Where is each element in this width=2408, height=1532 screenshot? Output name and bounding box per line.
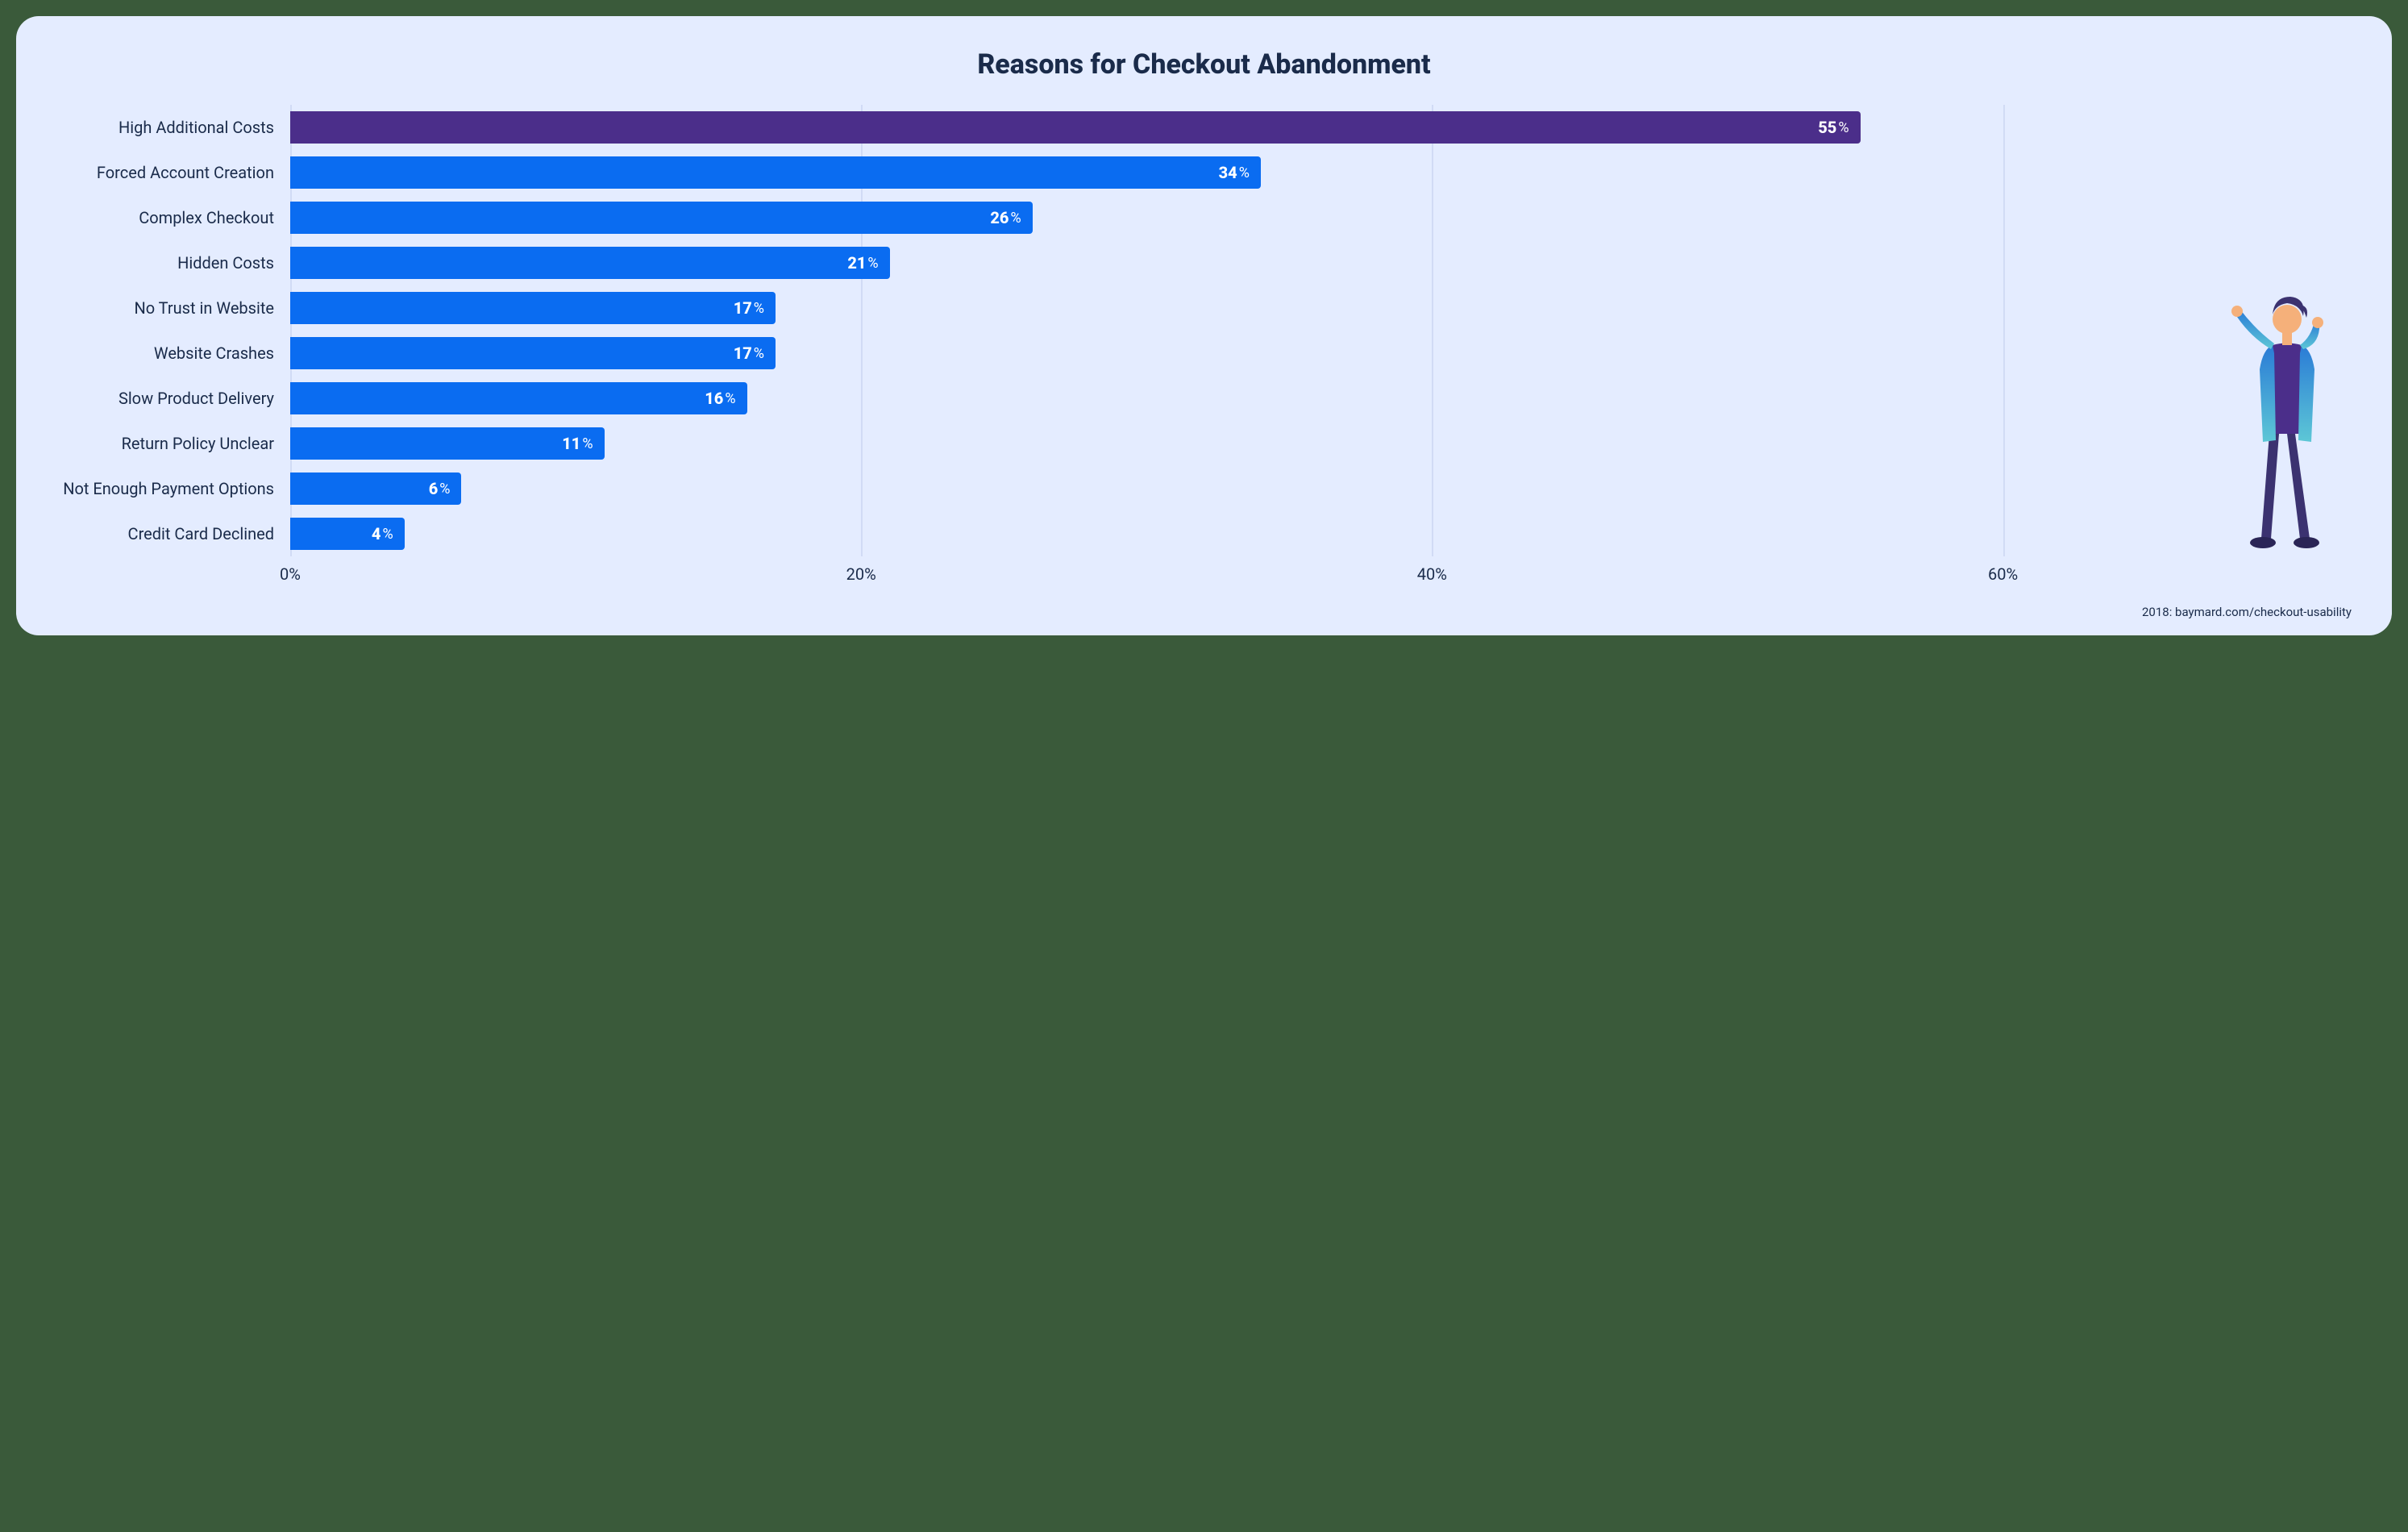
gridline	[2003, 195, 2005, 240]
percent-sign: %	[1838, 119, 1849, 136]
bar-row: Forced Account Creation34%	[56, 150, 2352, 195]
gridline	[1432, 376, 1433, 421]
bar-row: Not Enough Payment Options6%	[56, 466, 2352, 511]
chart-card: Reasons for Checkout Abandonment High Ad…	[16, 16, 2392, 635]
bar-value: 34	[1219, 163, 1237, 182]
bar: 4%	[290, 518, 405, 550]
bar: 16%	[290, 382, 747, 414]
x-tick-label: 40%	[1417, 564, 1447, 584]
percent-sign: %	[582, 435, 593, 452]
bar-value: 16	[705, 389, 723, 408]
bar-label: Hidden Costs	[56, 253, 290, 273]
gridline	[1432, 511, 1433, 556]
chart-title: Reasons for Checkout Abandonment	[56, 48, 2352, 81]
bar-row: High Additional Costs55%	[56, 105, 2352, 150]
bar-label: Slow Product Delivery	[56, 389, 290, 408]
percent-sign: %	[754, 345, 764, 362]
gridline	[2003, 105, 2005, 150]
gridline	[1432, 466, 1433, 511]
bar: 34%	[290, 156, 1261, 189]
bar: 55%	[290, 111, 1861, 144]
gridline	[1432, 421, 1433, 466]
bar-value: 21	[847, 253, 866, 273]
x-tick-label: 20%	[846, 564, 876, 584]
gridline	[861, 466, 863, 511]
gridline	[2003, 511, 2005, 556]
gridline	[861, 331, 863, 376]
gridline	[2003, 285, 2005, 331]
bar-row: Website Crashes17%	[56, 331, 2352, 376]
bar-label: Return Policy Unclear	[56, 434, 290, 453]
gridline	[861, 376, 863, 421]
gridline	[1432, 285, 1433, 331]
gridline	[1432, 331, 1433, 376]
gridline	[2003, 150, 2005, 195]
percent-sign: %	[382, 526, 393, 543]
gridline	[2003, 466, 2005, 511]
bar-value: 55	[1818, 118, 1836, 137]
gridline	[861, 421, 863, 466]
chart-area: High Additional Costs55%Forced Account C…	[56, 105, 2352, 556]
bar-row: Hidden Costs21%	[56, 240, 2352, 285]
source-text: 2018: baymard.com/checkout-usability	[56, 605, 2352, 619]
bar-label: Forced Account Creation	[56, 163, 290, 182]
gridline	[2003, 331, 2005, 376]
bar-row: Complex Checkout26%	[56, 195, 2352, 240]
bar-value: 4	[372, 524, 381, 543]
bar-value: 26	[990, 208, 1009, 227]
bar-row: Return Policy Unclear11%	[56, 421, 2352, 466]
bar-row: Slow Product Delivery16%	[56, 376, 2352, 421]
bar: 21%	[290, 247, 890, 279]
bar-value: 17	[734, 343, 752, 363]
bar-label: Credit Card Declined	[56, 524, 290, 543]
gridline	[861, 285, 863, 331]
bar-value: 17	[734, 298, 752, 318]
percent-sign: %	[754, 300, 764, 317]
bar-value: 6	[429, 479, 439, 498]
bar: 11%	[290, 427, 605, 460]
bar: 6%	[290, 473, 461, 505]
bar: 26%	[290, 202, 1033, 234]
gridline	[2003, 240, 2005, 285]
bar: 17%	[290, 292, 776, 324]
bar-value: 11	[562, 434, 580, 453]
bar-row: No Trust in Website17%	[56, 285, 2352, 331]
x-tick-label: 0%	[280, 564, 301, 584]
percent-sign: %	[867, 255, 878, 272]
bar-label: High Additional Costs	[56, 118, 290, 137]
bar-row: Credit Card Declined4%	[56, 511, 2352, 556]
x-axis: 0% 20% 40% 60%	[56, 564, 2352, 589]
gridline	[1432, 240, 1433, 285]
percent-sign: %	[439, 481, 450, 497]
percent-sign: %	[1010, 210, 1021, 227]
gridline	[1432, 195, 1433, 240]
gridline	[1432, 150, 1433, 195]
gridline	[861, 511, 863, 556]
bar-label: Website Crashes	[56, 343, 290, 363]
gridline	[2003, 421, 2005, 466]
x-tick-label: 60%	[1988, 564, 2018, 584]
bar-label: Not Enough Payment Options	[56, 479, 290, 498]
bar: 17%	[290, 337, 776, 369]
bar-label: Complex Checkout	[56, 208, 290, 227]
percent-sign: %	[1239, 164, 1250, 181]
percent-sign: %	[725, 390, 735, 407]
bar-label: No Trust in Website	[56, 298, 290, 318]
gridline	[2003, 376, 2005, 421]
